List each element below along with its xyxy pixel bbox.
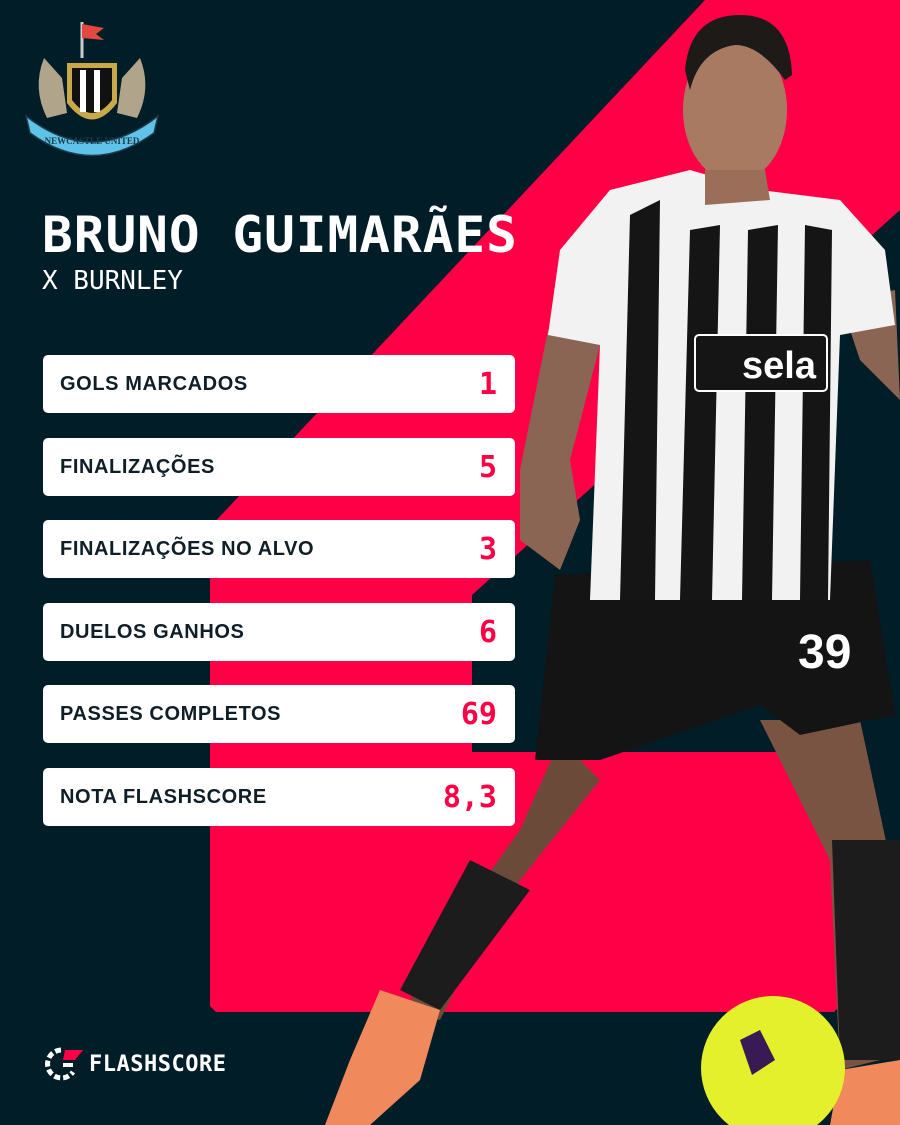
stat-label: DUELOS GANHOS [60, 620, 245, 643]
stat-row-goals: GOLS MARCADOS 1 [43, 355, 515, 413]
opponent-label: X BURNLEY [42, 266, 183, 296]
stat-row-rating: NOTA FLASHSCORE 8,3 [43, 768, 515, 826]
stat-row-shots: FINALIZAÇÕES 5 [43, 438, 515, 496]
flashscore-icon [45, 1047, 83, 1081]
stat-label: NOTA FLASHSCORE [60, 785, 267, 808]
stat-label: GOLS MARCADOS [60, 372, 248, 395]
stat-value: 1 [478, 366, 497, 402]
crest-text: NEWCASTLE UNITED [45, 136, 140, 146]
stat-label: FINALIZAÇÕES NO ALVO [60, 537, 315, 560]
flashscore-logo: FLASHSCORE [43, 1046, 226, 1082]
stat-value: 6 [478, 614, 497, 650]
player-name: BRUNO GUIMARÃES [42, 206, 518, 264]
shirt-number: 39 [798, 626, 851, 679]
stat-value: 69 [460, 696, 497, 732]
stat-label: FINALIZAÇÕES [60, 455, 215, 478]
stat-value: 5 [478, 449, 497, 485]
stat-row-shots-on-target: FINALIZAÇÕES NO ALVO 3 [43, 520, 515, 578]
stat-label: PASSES COMPLETOS [60, 702, 282, 725]
stat-value: 8,3 [442, 779, 497, 815]
stat-value: 3 [478, 531, 497, 567]
brand-name: FLASHSCORE [89, 1051, 227, 1077]
shirt-sponsor: sela [742, 345, 817, 387]
newcastle-united-crest: NEWCASTLE UNITED [24, 22, 160, 157]
stat-row-passes: PASSES COMPLETOS 69 [43, 685, 515, 743]
stat-row-duels-won: DUELOS GANHOS 6 [43, 603, 515, 661]
